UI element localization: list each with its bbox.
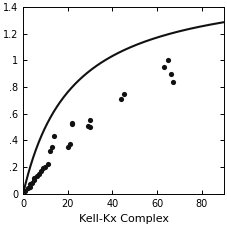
Point (169, 72, 172, 75)
Point (44, 165, 47, 169)
Point (53, 134, 56, 138)
Point (88, 125, 92, 129)
Point (48, 149, 52, 153)
Point (32, 178, 36, 182)
Point (88, 118, 92, 122)
Point (30, 181, 34, 185)
Point (122, 92, 126, 95)
Point (35, 175, 38, 178)
Point (24, 189, 27, 193)
Point (166, 59, 170, 62)
Point (32, 176, 36, 180)
Point (120, 97, 123, 101)
Point (171, 80, 175, 84)
Point (37, 172, 41, 175)
X-axis label: Kell-Kx Complex: Kell-Kx Complex (79, 214, 169, 224)
Point (50, 145, 54, 149)
Point (46, 163, 49, 166)
Point (39, 169, 43, 173)
Point (28, 185, 32, 189)
Point (68, 143, 72, 146)
Point (70, 121, 74, 125)
Point (70, 123, 74, 126)
Point (28, 183, 32, 186)
Point (86, 124, 90, 127)
Point (162, 65, 166, 69)
Point (26, 187, 30, 190)
Point (66, 145, 70, 149)
Point (42, 167, 45, 170)
